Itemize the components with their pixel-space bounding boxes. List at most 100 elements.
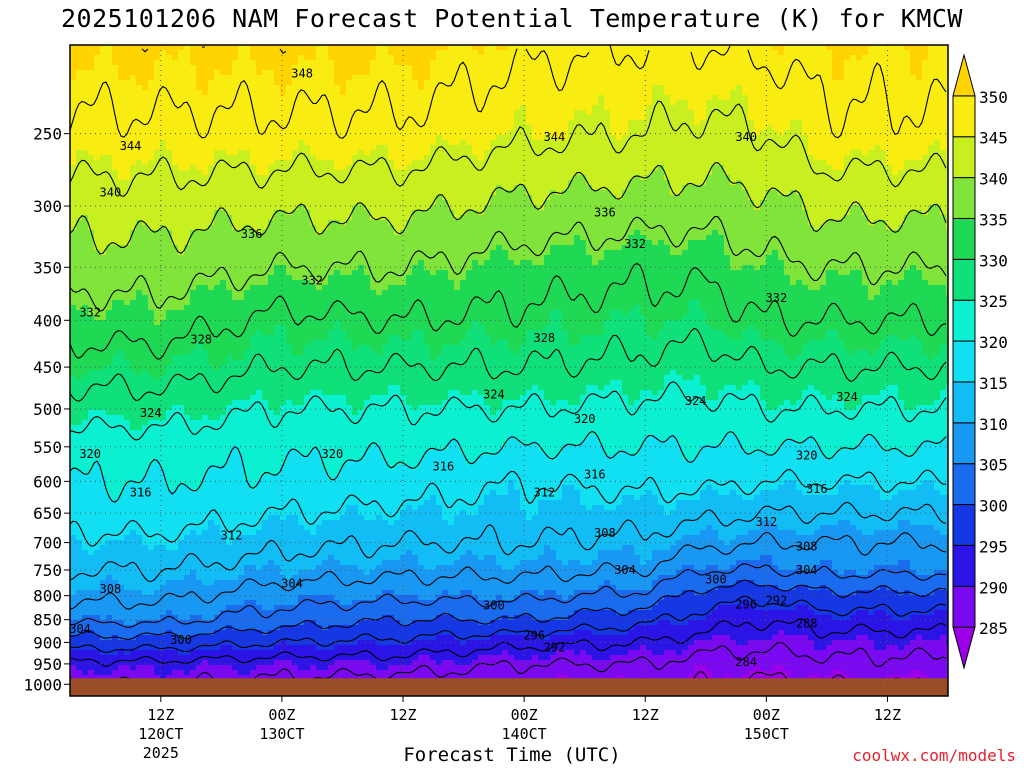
contour-label: 324 bbox=[483, 387, 505, 401]
x-tick-label: 12Z bbox=[874, 706, 901, 724]
credit-link[interactable]: coolwx.com/models bbox=[852, 746, 1016, 765]
contour-labels: 348 344 340 336 332 332 328 324 320 320 316 316 312 3… bbox=[69, 67, 858, 669]
contour-label: 312 bbox=[221, 529, 243, 543]
contour-label: 300 bbox=[170, 633, 192, 647]
y-tick-label: 650 bbox=[33, 504, 62, 523]
colorbar-swatch bbox=[952, 585, 976, 628]
x-tick-label: 00Z bbox=[268, 706, 295, 724]
contour-label: 320 bbox=[322, 447, 344, 461]
colorbar-swatch bbox=[952, 299, 976, 342]
contour-label: 296 bbox=[523, 629, 545, 643]
x-tick-label: 130CT bbox=[259, 725, 304, 743]
contour-label: 304 bbox=[69, 622, 91, 636]
contour-label: 296 bbox=[735, 597, 757, 611]
colorbar-swatch bbox=[952, 381, 976, 424]
contour-label: 328 bbox=[190, 333, 212, 347]
y-tick-label: 400 bbox=[33, 311, 62, 330]
y-tick-label: 550 bbox=[33, 438, 62, 457]
y-tick-label: 800 bbox=[33, 587, 62, 606]
colorbar-tick-label: 305 bbox=[979, 456, 1008, 475]
contour-label: 316 bbox=[433, 460, 455, 474]
contour-304 bbox=[70, 563, 947, 628]
x-tick-label: 00Z bbox=[753, 706, 780, 724]
contour-label: 332 bbox=[766, 291, 788, 305]
y-tick-label: 750 bbox=[33, 561, 62, 580]
colorbar-swatch bbox=[952, 53, 976, 97]
contour-label: 308 bbox=[594, 526, 616, 540]
contour-label: 304 bbox=[281, 577, 303, 591]
contour-332 bbox=[70, 262, 947, 360]
contour-label: 288 bbox=[796, 616, 818, 630]
colorbar-swatch bbox=[952, 177, 976, 219]
colorbar-tick-label: 290 bbox=[979, 578, 1008, 597]
plot-frame bbox=[69, 44, 949, 697]
contour-320 bbox=[70, 430, 947, 503]
y-tick-label: 350 bbox=[33, 258, 62, 277]
x-tick-label: 120CT bbox=[138, 725, 183, 743]
contour-308 bbox=[70, 531, 947, 610]
contour-label: 340 bbox=[735, 130, 757, 144]
x-tick-label: 12Z bbox=[632, 706, 659, 724]
contour-label: 304 bbox=[796, 563, 818, 577]
contour-label: 336 bbox=[241, 227, 263, 241]
y-tick-label: 250 bbox=[33, 125, 62, 144]
contour-label: 284 bbox=[735, 655, 757, 669]
contour-label: 316 bbox=[130, 485, 152, 499]
contour-label: 324 bbox=[140, 406, 162, 420]
colorbar-swatch bbox=[952, 95, 976, 138]
x-tick-label: 12Z bbox=[147, 706, 174, 724]
contour-312 bbox=[70, 501, 947, 583]
x-axis-label: Forecast Time (UTC) bbox=[403, 744, 621, 766]
colorbar-tick-label: 310 bbox=[979, 415, 1008, 434]
y-tick-label: 950 bbox=[33, 655, 62, 674]
y-tick-label: 300 bbox=[33, 197, 62, 216]
colorbar-swatch bbox=[952, 136, 976, 179]
contour-296 bbox=[70, 595, 947, 653]
colorbar-swatch bbox=[952, 626, 976, 670]
colorbar-swatch bbox=[952, 544, 976, 587]
x-tick-label: 00Z bbox=[511, 706, 538, 724]
contour-label: 312 bbox=[533, 485, 555, 499]
y-axis: 250 300 350 400 450 500 550 600 650 700 750 800 850 9… bbox=[23, 125, 70, 694]
contour-label: 316 bbox=[806, 482, 828, 496]
colorbar-tick-label: 315 bbox=[979, 374, 1008, 393]
colorbar-tick-label: 325 bbox=[979, 292, 1008, 311]
y-tick-label: 450 bbox=[33, 358, 62, 377]
colorbar-tick-label: 335 bbox=[979, 210, 1008, 229]
colorbar-swatch bbox=[952, 504, 976, 546]
contour-label: 316 bbox=[584, 468, 606, 482]
contour-label: 324 bbox=[685, 394, 707, 408]
chart-title: 2025101206 NAM Forecast Potential Temper… bbox=[61, 4, 963, 33]
y-tick-label: 900 bbox=[33, 633, 62, 652]
contour-label: 344 bbox=[544, 130, 566, 144]
contour-348 bbox=[70, 45, 947, 139]
contour-label: 308 bbox=[796, 540, 818, 554]
contour-label: 304 bbox=[614, 563, 636, 577]
contour-label: 340 bbox=[100, 186, 122, 200]
y-tick-label: 850 bbox=[33, 611, 62, 630]
x-tick-label: 2025 bbox=[143, 744, 179, 762]
contour-label: 308 bbox=[100, 582, 122, 596]
contour-300 bbox=[70, 579, 947, 640]
colorbar-swatch bbox=[952, 340, 976, 383]
colorbar-swatch bbox=[952, 258, 976, 301]
surface-layer bbox=[70, 678, 948, 696]
contour-label: 300 bbox=[483, 598, 505, 612]
colorbar-swatch bbox=[952, 463, 976, 506]
x-tick-label: 12Z bbox=[389, 706, 416, 724]
theta-field bbox=[70, 45, 948, 696]
colorbar-tick-label: 285 bbox=[979, 619, 1008, 638]
contour-label: 292 bbox=[544, 641, 566, 655]
surface-ground bbox=[70, 678, 948, 696]
colorbar-swatch bbox=[952, 217, 976, 260]
contour-label: 328 bbox=[533, 331, 555, 345]
contour-label: 336 bbox=[594, 206, 616, 220]
contour-label: 292 bbox=[766, 594, 788, 608]
colorbar-swatch bbox=[952, 422, 976, 465]
x-tick-label: 140CT bbox=[502, 725, 547, 743]
contour-label: 348 bbox=[291, 67, 313, 81]
colorbar-tick-label: 340 bbox=[979, 170, 1008, 189]
y-tick-label: 700 bbox=[33, 534, 62, 553]
